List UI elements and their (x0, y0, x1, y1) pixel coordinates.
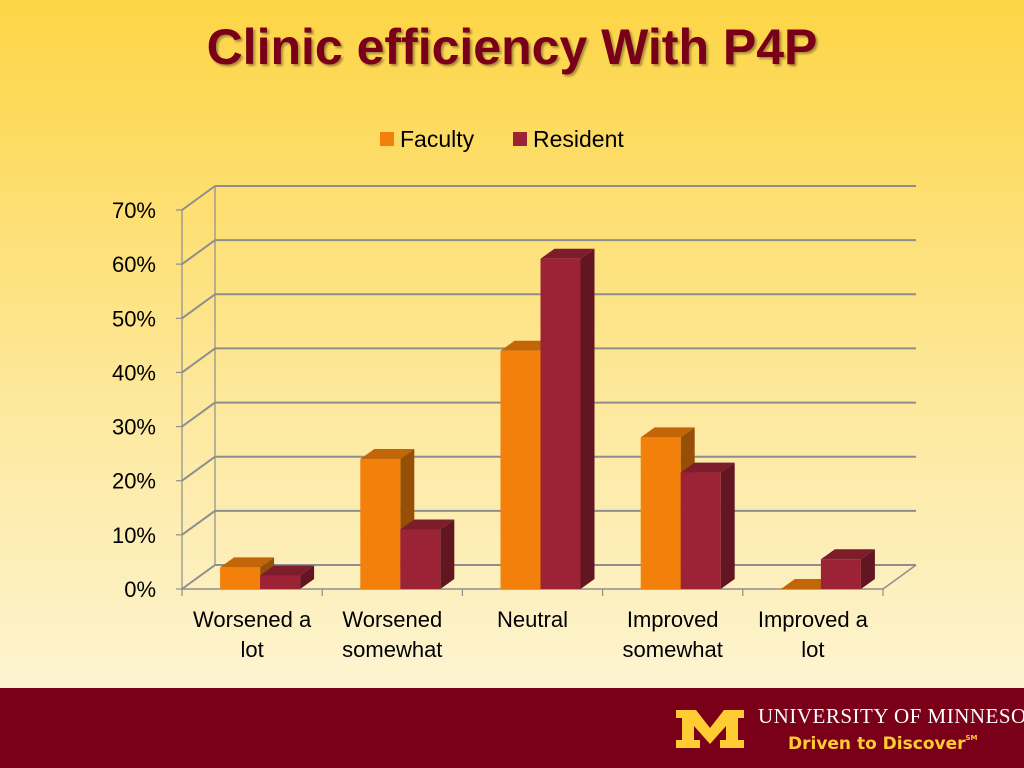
chart-title: Clinic efficiency With P4P (206, 19, 818, 75)
y-tick-label: 10% (112, 523, 156, 548)
bar-top (820, 549, 875, 560)
gridline-side (181, 239, 216, 265)
gridline-side (181, 401, 216, 428)
bar-side (440, 519, 455, 589)
x-category-label-line: Worsened a (193, 607, 312, 632)
footer-bar (0, 688, 1024, 768)
bar-front (220, 567, 261, 589)
bar-resident (260, 565, 315, 589)
x-category-label: Neutral (497, 607, 568, 632)
gridline-side (181, 293, 216, 320)
gridline-side (181, 564, 216, 590)
bar-top (400, 519, 455, 530)
y-axis: 0% 10% 20% 30% 40% 50% 60% 70% (112, 198, 182, 602)
legend-label-faculty: Faculty (400, 126, 475, 152)
bar-top (260, 565, 315, 576)
y-tick-label: 40% (112, 360, 156, 385)
x-category-label-line: lot (801, 637, 824, 662)
bar-front (360, 459, 401, 589)
gridline-side (181, 185, 216, 211)
x-category-label: Worsened a lot (193, 607, 312, 662)
legend-swatch-resident (513, 132, 527, 146)
gridline-side (181, 347, 216, 374)
bars (220, 248, 875, 589)
x-category-label-line: somewhat (623, 637, 723, 662)
university-m-logo (676, 710, 744, 748)
x-category-label-line: Worsened (342, 607, 442, 632)
floor-right-edge (882, 564, 917, 590)
bar-faculty (360, 449, 415, 589)
chart-legend: Faculty Resident (380, 126, 624, 152)
x-category-label-line: Improved a (758, 607, 869, 632)
bar-front (680, 472, 721, 589)
bar-side (860, 549, 875, 589)
bar-side (300, 565, 315, 589)
bar-front (500, 350, 541, 589)
x-category-label-line: lot (240, 637, 263, 662)
bar-front (400, 529, 441, 589)
y-tick-label: 70% (112, 198, 156, 223)
y-tick-label: 0% (124, 577, 156, 602)
service-mark: SM (965, 734, 978, 742)
bar-top (360, 449, 415, 460)
tagline: Driven to DiscoverSM (788, 734, 978, 754)
y-tick-label: 60% (112, 252, 156, 277)
x-category-label: Improved somewhat (623, 607, 723, 662)
bar-side (720, 462, 735, 589)
bar-front (260, 575, 301, 589)
legend-label-resident: Resident (533, 126, 624, 152)
bar-front (540, 258, 581, 589)
bar-chart: Faculty Resident 0%10%20%30%40%50%60%70% … (112, 126, 917, 662)
gridline-side (181, 510, 216, 536)
bar-top (220, 557, 275, 568)
x-category-label-line: Improved (627, 607, 719, 632)
bar-resident (680, 462, 735, 589)
x-category-label-line: somewhat (342, 637, 442, 662)
bar-resident (820, 549, 875, 589)
x-axis: Worsened a lot Worsened somewhat Neutral Impr… (181, 589, 884, 662)
bar-front (640, 437, 681, 589)
x-category-label-line: Neutral (497, 607, 568, 632)
bar-front (820, 559, 861, 589)
university-name: UNIVERSITY OF MINNESOTA (758, 704, 1024, 728)
bar-resident (540, 248, 595, 589)
bar-top (640, 427, 695, 438)
bar-resident (400, 519, 455, 589)
tagline-text: Driven to Discover (788, 734, 966, 754)
bar-top (680, 462, 735, 473)
bar-top (540, 248, 595, 259)
y-tick-label: 20% (112, 469, 156, 494)
gridline-side (181, 455, 216, 482)
x-category-label: Improved a lot (758, 607, 869, 662)
y-tick-label: 30% (112, 415, 156, 440)
bar-side (580, 248, 595, 589)
legend-swatch-faculty (380, 132, 394, 146)
y-tick-label: 50% (112, 306, 156, 331)
x-category-label: Worsened somewhat (342, 607, 442, 662)
